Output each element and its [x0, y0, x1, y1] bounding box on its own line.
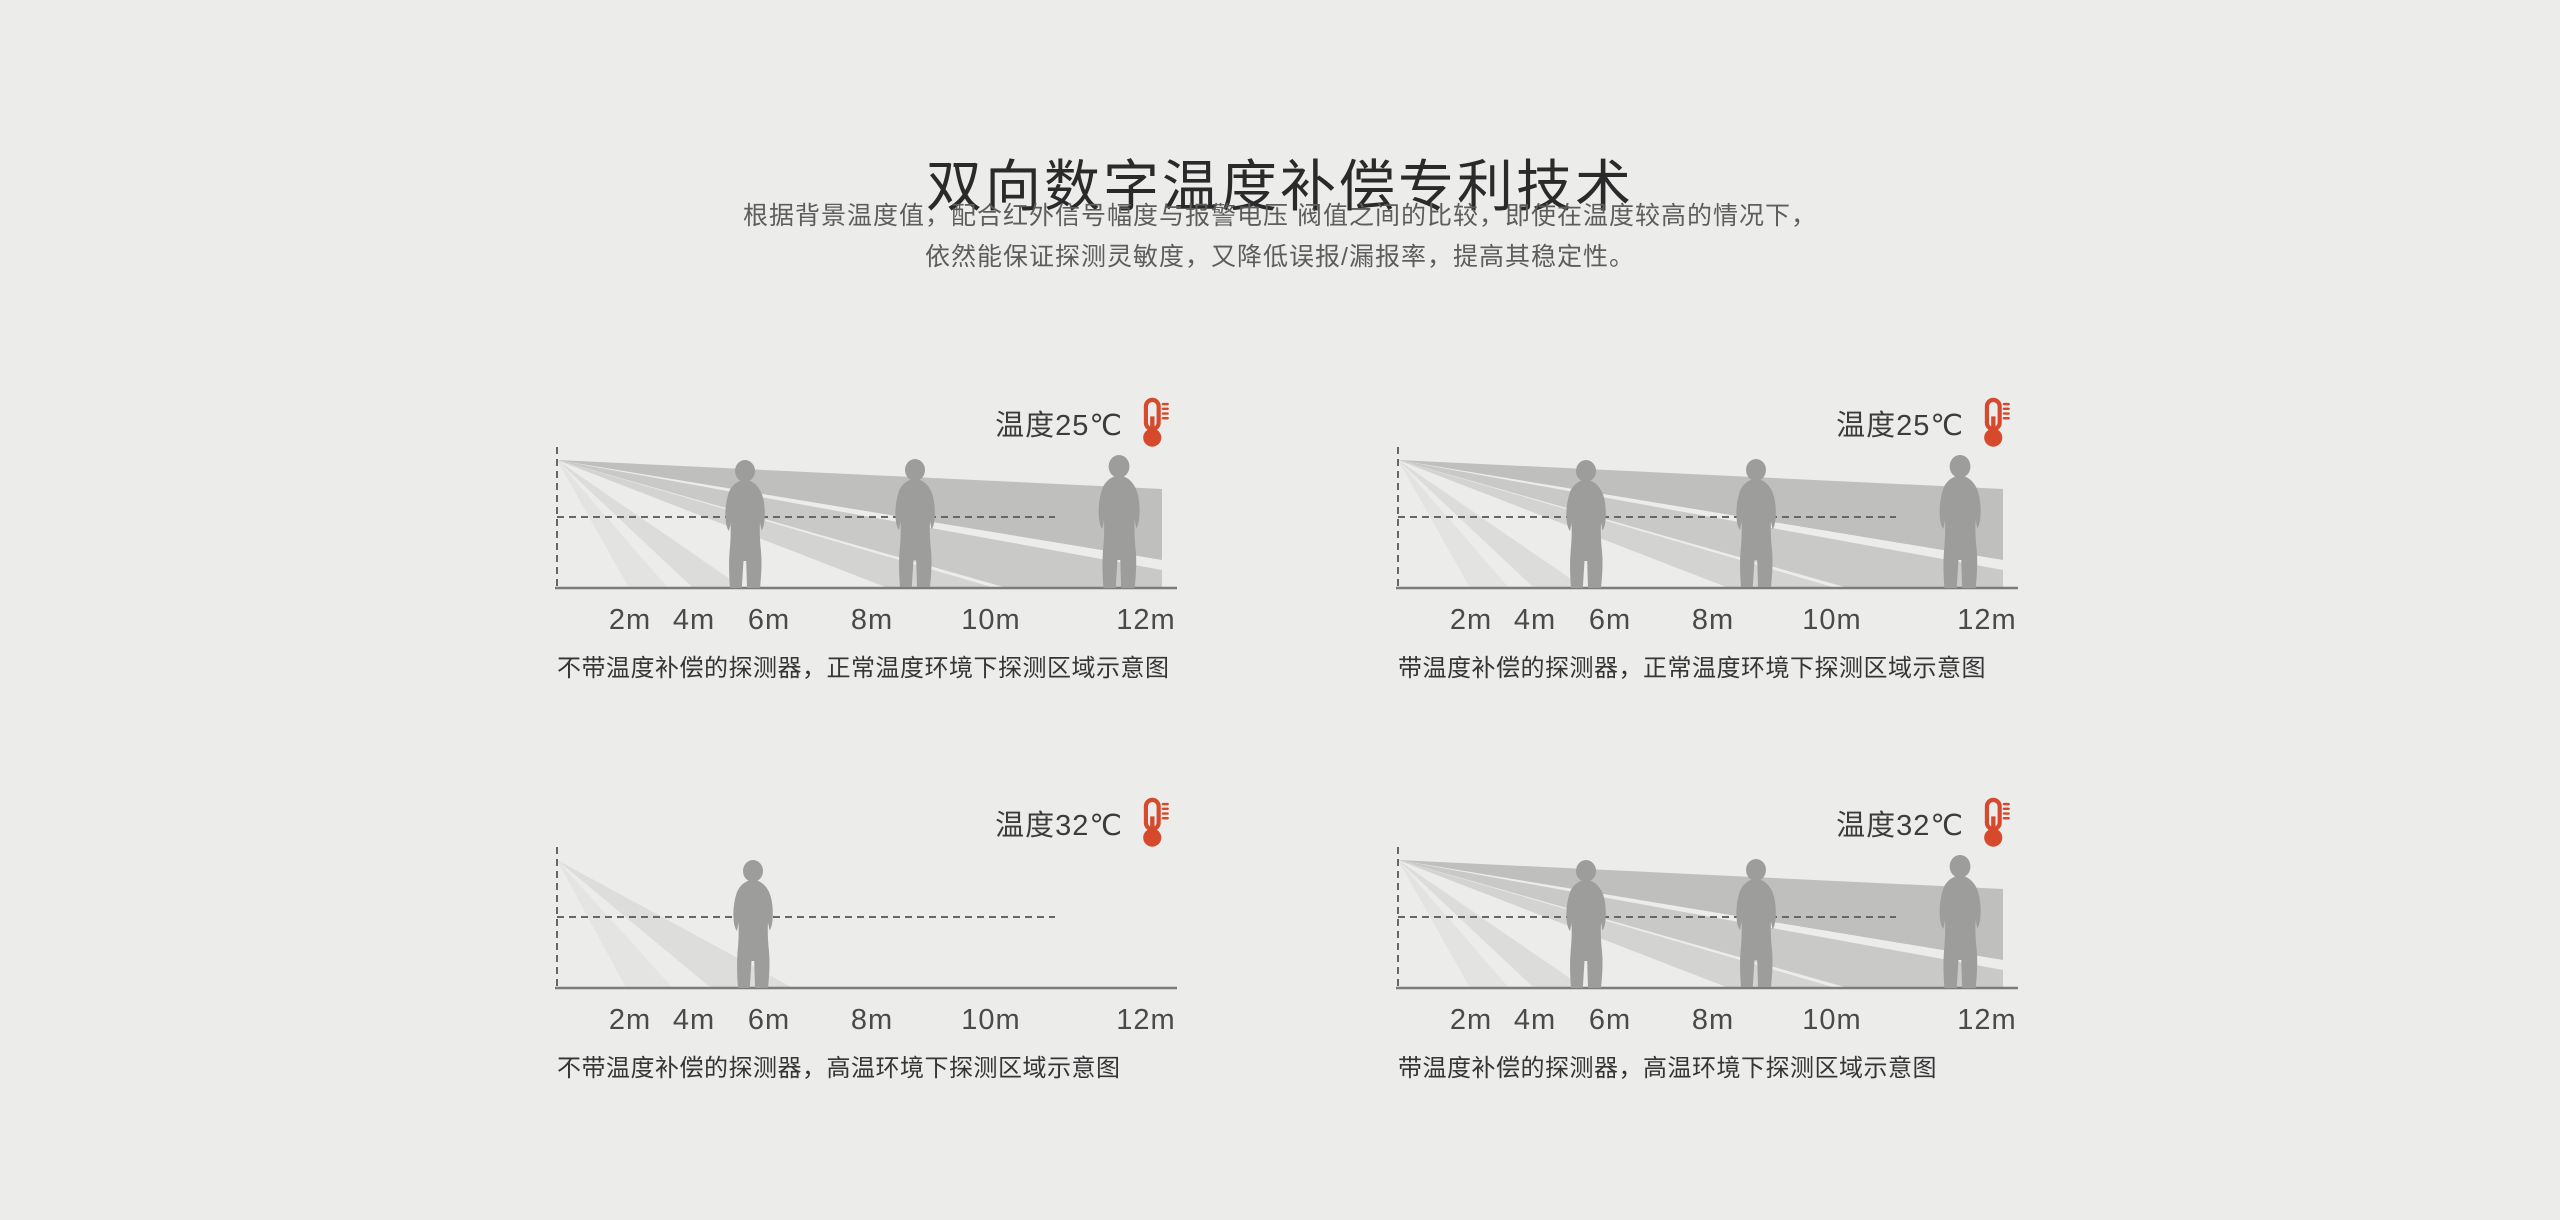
distance-label: 4m — [672, 604, 716, 636]
panel-with-compensation-normal-temp: 温度25℃ 2m 4m 6m 8m 10m 12m 带温度补偿的探测器，正常温度环境下探测… — [1396, 392, 2021, 692]
thermometer-icon — [1136, 797, 1170, 849]
distance-label: 10m — [961, 1004, 1021, 1036]
detection-area-diagram — [555, 847, 1180, 997]
page-subtitle: 根据背景温度值，配合红外信号幅度与报警电压 阀值之间的比较，即使在温度较高的情况… — [0, 196, 2560, 278]
distance-label: 12m — [1957, 1004, 2017, 1036]
panel-no-compensation-normal-temp: 温度25℃ 2m 4m 6m 8m 10m 12m 不带温度补偿的探测器，正常温度环境下探… — [555, 392, 1180, 692]
distance-label: 10m — [1802, 604, 1862, 636]
distance-label: 10m — [1802, 1004, 1862, 1036]
distance-scale: 2m 4m 6m 8m 10m 12m — [1396, 1004, 2021, 1040]
detection-area-diagram — [1396, 447, 2021, 597]
thermometer-icon — [1977, 797, 2011, 849]
distance-label: 12m — [1116, 604, 1176, 636]
panel-with-compensation-high-temp: 温度32℃ 2m 4m 6m 8m 10m 12m 带温度补偿的探测器，高温环境下探测区域… — [1396, 792, 2021, 1092]
distance-label: 6m — [747, 604, 791, 636]
distance-label: 6m — [1588, 1004, 1632, 1036]
temperature-indicator: 温度32℃ — [1396, 796, 2011, 850]
distance-label: 6m — [1588, 604, 1632, 636]
distance-label: 10m — [961, 604, 1021, 636]
subtitle-line-1: 根据背景温度值，配合红外信号幅度与报警电压 阀值之间的比较，即使在温度较高的情况… — [743, 202, 1817, 230]
temperature-indicator: 温度25℃ — [555, 396, 1170, 450]
distance-scale: 2m 4m 6m 8m 10m 12m — [555, 604, 1180, 640]
temperature-label: 温度32℃ — [995, 810, 1123, 842]
temperature-indicator: 温度25℃ — [1396, 396, 2011, 450]
distance-label: 8m — [1691, 1004, 1735, 1036]
detection-area-diagram — [1396, 847, 2021, 997]
panel-caption: 不带温度补偿的探测器，高温环境下探测区域示意图 — [557, 1055, 1121, 1082]
detection-area-diagram — [555, 447, 1180, 597]
distance-label: 4m — [1513, 604, 1557, 636]
subtitle-line-2: 依然能保证探测灵敏度，又降低误报/漏报率，提高其稳定性。 — [925, 243, 1635, 271]
distance-label: 2m — [1449, 1004, 1493, 1036]
distance-label: 8m — [1691, 604, 1735, 636]
thermometer-icon — [1136, 397, 1170, 449]
distance-scale: 2m 4m 6m 8m 10m 12m — [1396, 604, 2021, 640]
distance-label: 12m — [1957, 604, 2017, 636]
panel-no-compensation-high-temp: 温度32℃ 2m 4m 6m 8m 10m 12m 不带温度补偿的探测器，高温环境下探测区… — [555, 792, 1180, 1092]
temperature-label: 温度32℃ — [1836, 810, 1964, 842]
distance-label: 2m — [1449, 604, 1493, 636]
panel-caption: 带温度补偿的探测器，正常温度环境下探测区域示意图 — [1398, 655, 1986, 682]
distance-label: 8m — [850, 604, 894, 636]
page-title: 双向数字温度补偿专利技术 — [926, 154, 1634, 218]
temperature-label: 温度25℃ — [995, 410, 1123, 442]
distance-scale: 2m 4m 6m 8m 10m 12m — [555, 1004, 1180, 1040]
distance-label: 4m — [1513, 1004, 1557, 1036]
distance-label: 2m — [608, 1004, 652, 1036]
panel-caption: 不带温度补偿的探测器，正常温度环境下探测区域示意图 — [557, 655, 1170, 682]
distance-label: 8m — [850, 1004, 894, 1036]
distance-label: 12m — [1116, 1004, 1176, 1036]
thermometer-icon — [1977, 397, 2011, 449]
distance-label: 2m — [608, 604, 652, 636]
distance-label: 6m — [747, 1004, 791, 1036]
temperature-indicator: 温度32℃ — [555, 796, 1170, 850]
distance-label: 4m — [672, 1004, 716, 1036]
temperature-label: 温度25℃ — [1836, 410, 1964, 442]
panel-caption: 带温度补偿的探测器，高温环境下探测区域示意图 — [1398, 1055, 1937, 1082]
